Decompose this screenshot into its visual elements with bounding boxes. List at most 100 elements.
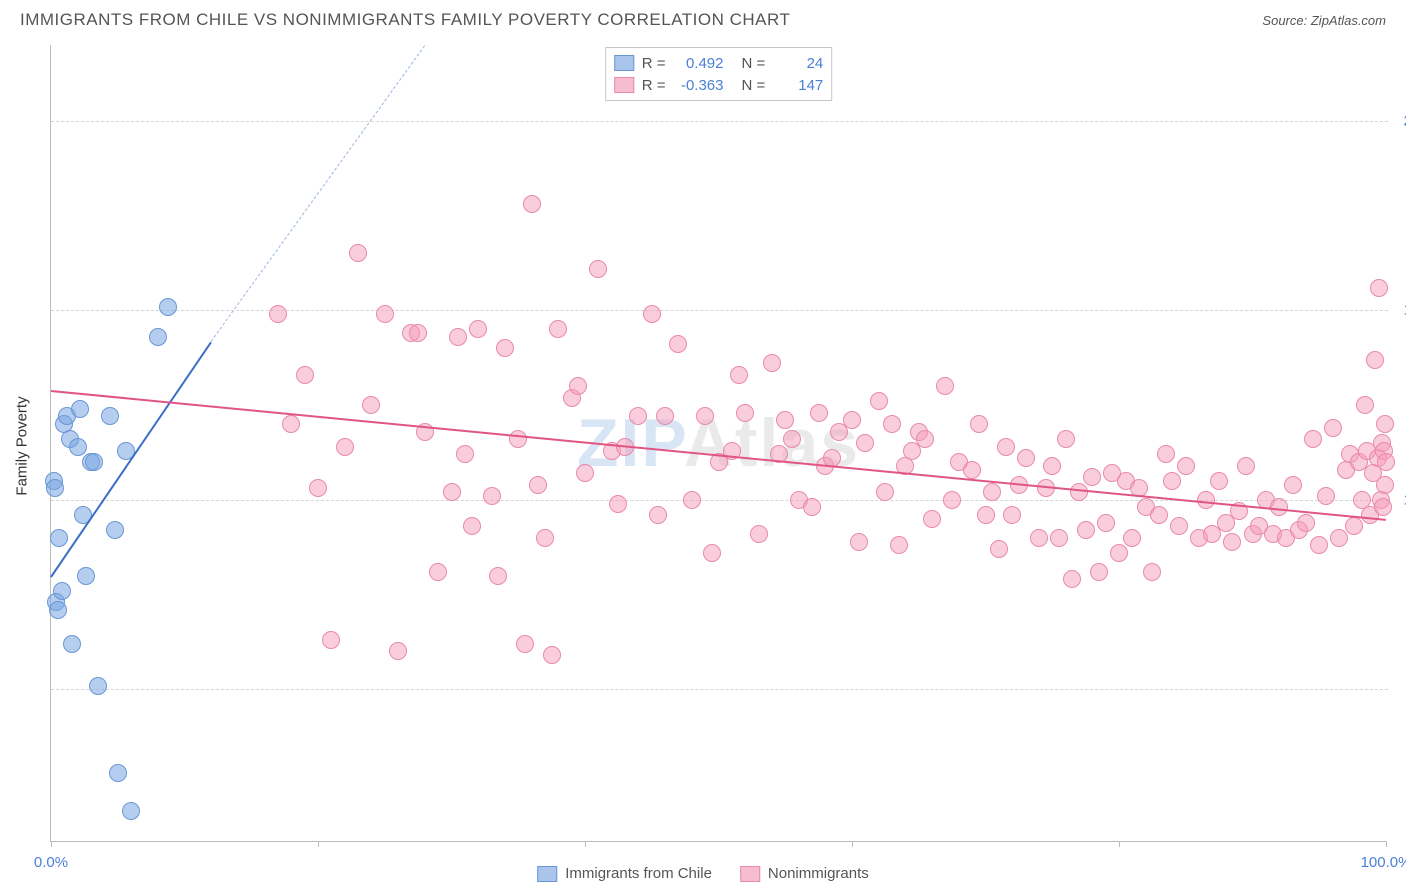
data-point bbox=[336, 438, 354, 456]
data-point bbox=[856, 434, 874, 452]
data-point bbox=[1170, 517, 1188, 535]
data-point bbox=[536, 529, 554, 547]
correlation-legend: R =0.492N =24R =-0.363N =147 bbox=[605, 47, 833, 101]
data-point bbox=[1317, 487, 1335, 505]
data-point bbox=[890, 536, 908, 554]
data-point bbox=[282, 415, 300, 433]
data-point bbox=[589, 260, 607, 278]
y-tick-label: 10.0% bbox=[1391, 491, 1406, 508]
data-point bbox=[496, 339, 514, 357]
legend-swatch bbox=[614, 55, 634, 71]
data-point bbox=[1003, 506, 1021, 524]
data-point bbox=[1370, 279, 1388, 297]
source-value: ZipAtlas.com bbox=[1311, 13, 1386, 28]
data-point bbox=[89, 677, 107, 695]
data-point bbox=[983, 483, 1001, 501]
data-point bbox=[883, 415, 901, 433]
data-point bbox=[296, 366, 314, 384]
trend-line bbox=[51, 390, 1386, 521]
data-point bbox=[997, 438, 1015, 456]
legend-swatch bbox=[740, 866, 760, 882]
data-point bbox=[122, 802, 140, 820]
data-point bbox=[63, 635, 81, 653]
data-point bbox=[990, 540, 1008, 558]
data-point bbox=[53, 582, 71, 600]
data-point bbox=[409, 324, 427, 342]
data-point bbox=[463, 517, 481, 535]
data-point bbox=[1356, 396, 1374, 414]
data-point bbox=[1376, 415, 1394, 433]
legend-label: Nonimmigrants bbox=[768, 865, 869, 882]
x-tick bbox=[318, 841, 319, 847]
data-point bbox=[149, 328, 167, 346]
legend-swatch bbox=[614, 77, 634, 93]
data-point bbox=[269, 305, 287, 323]
data-point bbox=[529, 476, 547, 494]
data-point bbox=[429, 563, 447, 581]
data-point bbox=[916, 430, 934, 448]
data-point bbox=[970, 415, 988, 433]
y-tick-label: 15.0% bbox=[1391, 302, 1406, 319]
data-point bbox=[389, 642, 407, 660]
data-point bbox=[649, 506, 667, 524]
data-point bbox=[803, 498, 821, 516]
legend-n-value: 147 bbox=[773, 77, 823, 94]
plot-area: ZIPAtlas R =0.492N =24R =-0.363N =147 5.… bbox=[50, 45, 1386, 842]
legend-r-value: 0.492 bbox=[674, 55, 724, 72]
data-point bbox=[1157, 445, 1175, 463]
data-point bbox=[943, 491, 961, 509]
data-point bbox=[1374, 498, 1392, 516]
data-point bbox=[936, 377, 954, 395]
data-point bbox=[763, 354, 781, 372]
data-point bbox=[1304, 430, 1322, 448]
gridline bbox=[51, 121, 1388, 122]
data-point bbox=[1150, 506, 1168, 524]
data-point bbox=[376, 305, 394, 323]
source: Source: ZipAtlas.com bbox=[1262, 13, 1386, 28]
data-point bbox=[1223, 533, 1241, 551]
legend-r-value: -0.363 bbox=[674, 77, 724, 94]
data-point bbox=[1123, 529, 1141, 547]
data-point bbox=[106, 521, 124, 539]
data-point bbox=[963, 461, 981, 479]
data-point bbox=[569, 377, 587, 395]
data-point bbox=[1377, 453, 1395, 471]
data-point bbox=[643, 305, 661, 323]
data-point bbox=[85, 453, 103, 471]
y-tick-label: 20.0% bbox=[1391, 112, 1406, 129]
data-point bbox=[576, 464, 594, 482]
gridline bbox=[51, 689, 1388, 690]
data-point bbox=[1057, 430, 1075, 448]
data-point bbox=[656, 407, 674, 425]
x-tick bbox=[585, 841, 586, 847]
data-point bbox=[696, 407, 714, 425]
legend-row: R =-0.363N =147 bbox=[614, 74, 824, 96]
data-point bbox=[1043, 457, 1061, 475]
data-point bbox=[783, 430, 801, 448]
data-point bbox=[516, 635, 534, 653]
trend-line bbox=[211, 45, 425, 341]
data-point bbox=[1017, 449, 1035, 467]
data-point bbox=[810, 404, 828, 422]
x-tick-label: 100.0% bbox=[1361, 854, 1406, 871]
data-point bbox=[1177, 457, 1195, 475]
legend-row: R =0.492N =24 bbox=[614, 52, 824, 74]
x-tick bbox=[1386, 841, 1387, 847]
data-point bbox=[309, 479, 327, 497]
data-point bbox=[923, 510, 941, 528]
y-tick-label: 5.0% bbox=[1391, 681, 1406, 698]
x-tick bbox=[1119, 841, 1120, 847]
data-point bbox=[1284, 476, 1302, 494]
data-point bbox=[1345, 517, 1363, 535]
data-point bbox=[469, 320, 487, 338]
data-point bbox=[1090, 563, 1108, 581]
legend-n-label: N = bbox=[742, 77, 766, 94]
trend-line bbox=[50, 341, 212, 577]
y-axis-title: Family Poverty bbox=[14, 396, 31, 495]
data-point bbox=[109, 764, 127, 782]
x-tick bbox=[852, 841, 853, 847]
data-point bbox=[1063, 570, 1081, 588]
x-tick bbox=[51, 841, 52, 847]
data-point bbox=[750, 525, 768, 543]
data-point bbox=[736, 404, 754, 422]
